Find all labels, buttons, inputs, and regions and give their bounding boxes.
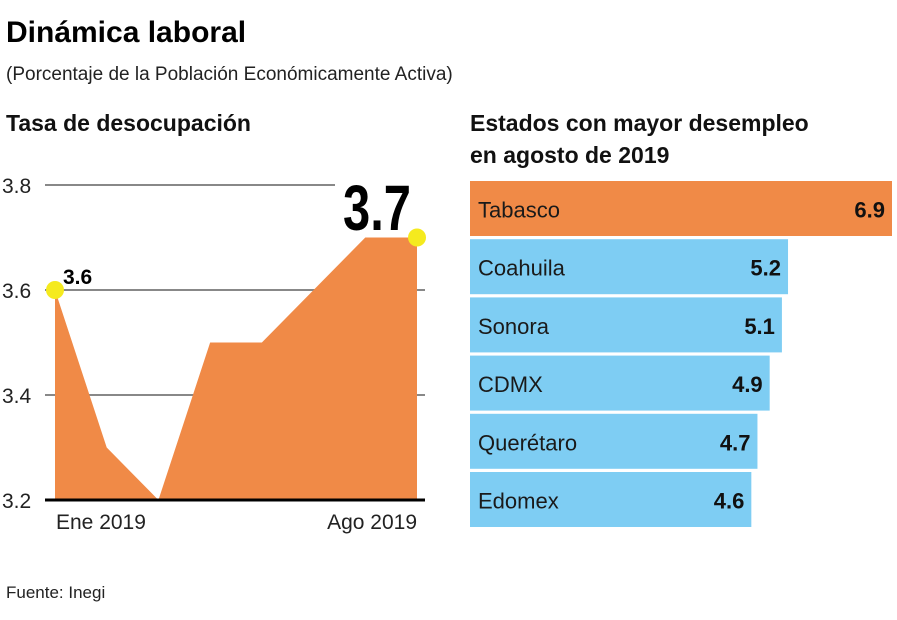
main-title: Dinámica laboral <box>6 16 246 49</box>
source-note: Fuente: Inegi <box>6 583 105 602</box>
bar-group: Coahuila 5.2 <box>470 239 789 295</box>
bar-category-label: CDMX <box>478 372 543 397</box>
y-tick-label: 3.4 <box>2 385 32 408</box>
bar <box>470 355 770 411</box>
subtitle: (Porcentaje de la Población Económicamen… <box>6 64 453 85</box>
bar-group: Edomex 4.6 <box>470 472 752 527</box>
bar-chart-title-line1: Estados con mayor desempleo <box>470 110 809 136</box>
bar-value-label: 4.7 <box>720 430 751 455</box>
bar <box>470 413 758 469</box>
bar-value-label: 4.9 <box>732 372 763 397</box>
y-tick-label: 3.6 <box>2 280 31 303</box>
y-tick-label: 3.8 <box>2 175 31 198</box>
bar-group: Sonora 5.1 <box>470 297 782 353</box>
bar-category-label: Querétaro <box>478 430 577 455</box>
bar <box>470 239 789 295</box>
bar-value-label: 4.6 <box>714 489 745 514</box>
bar-category-label: Edomex <box>478 489 559 514</box>
bar-chart-title-line2: en agosto de 2019 <box>470 142 669 168</box>
x-tick-label: Ago 2019 <box>327 511 417 534</box>
marker-first <box>46 281 64 299</box>
bar-category-label: Sonora <box>478 314 550 339</box>
bar <box>470 297 782 353</box>
bar-value-label: 6.9 <box>854 198 885 223</box>
bar <box>470 181 892 236</box>
last-value-label: 3.7 <box>343 172 411 244</box>
marker-last <box>408 228 426 247</box>
bar-group: Tabasco 6.9 <box>470 181 892 236</box>
bar-category-label: Tabasco <box>478 198 560 223</box>
y-tick-label: 3.2 <box>2 490 31 513</box>
bar-category-label: Coahuila <box>478 256 566 281</box>
first-value-label: 3.6 <box>63 266 92 289</box>
area-chart-title: Tasa de desocupación <box>6 110 251 136</box>
bar-value-label: 5.2 <box>750 256 781 281</box>
bar-group: CDMX 4.9 <box>470 355 770 411</box>
area-series <box>55 237 417 500</box>
bar <box>470 472 752 527</box>
bar-group: Querétaro 4.7 <box>470 413 758 469</box>
bar-value-label: 5.1 <box>744 314 775 339</box>
x-tick-label: Ene 2019 <box>56 511 146 534</box>
